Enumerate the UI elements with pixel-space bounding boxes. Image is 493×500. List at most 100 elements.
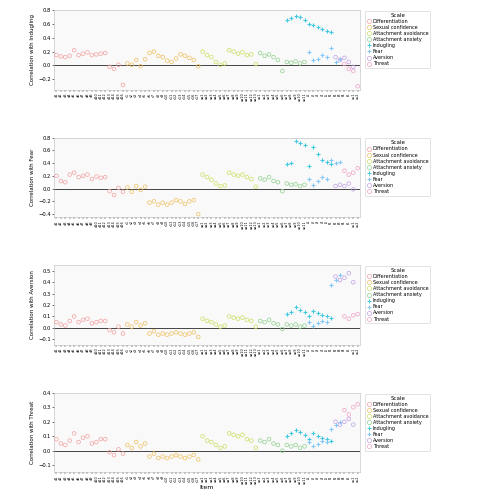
Point [61,178,69,186]
Point [296,60,304,68]
Point [287,308,295,316]
Point [332,418,340,426]
Point [332,182,340,190]
Point [97,174,105,182]
Point [79,316,87,324]
Point [292,426,300,434]
Point [181,52,189,60]
Point [132,438,140,446]
Point [327,280,335,288]
Point [274,441,282,449]
Point [168,198,176,206]
Point [287,322,295,330]
Point [110,191,118,199]
Legend: Differentiation, Sexual confidence, Attachment avoidance, Attachment anxiety, In: Differentiation, Sexual confidence, Atta… [365,394,430,451]
Point [274,178,282,186]
Point [310,322,317,330]
Point [301,58,309,66]
Point [301,181,309,189]
Point [101,49,109,57]
Point [323,27,331,35]
Point [354,82,362,90]
Point [57,52,65,60]
Point [234,314,242,322]
Point [203,51,211,59]
Point [239,48,246,56]
Point [274,56,282,64]
Point [296,428,304,436]
Point [154,330,162,338]
Point [230,170,238,178]
Point [270,320,278,328]
Point [345,170,353,178]
Point [301,322,309,330]
Point [283,320,291,328]
Point [176,50,184,58]
Point [292,320,300,328]
Point [332,276,340,284]
Point [145,198,153,206]
Point [336,276,344,284]
Point [110,65,118,73]
Point [341,182,349,190]
Point [350,168,357,176]
Point [163,454,171,462]
Point [52,51,60,59]
Point [243,316,251,324]
Point [185,330,193,338]
Point [314,440,322,448]
Point [296,182,304,190]
Point [106,326,113,334]
Point [163,330,171,338]
Point [92,438,100,446]
Point [239,170,246,178]
Point [243,435,251,443]
Point [128,444,136,452]
Point [208,176,215,184]
Point [163,56,171,64]
Point [336,56,344,64]
Point [221,182,229,190]
Point [181,330,189,338]
Point [296,306,304,314]
Point [247,50,255,58]
Point [287,442,295,450]
Point [114,184,122,192]
Point [252,60,260,68]
Point [145,452,153,460]
Point [350,186,357,194]
Point [265,435,273,443]
Point [123,184,131,192]
Point [323,312,331,320]
Point [243,173,251,181]
Point [70,430,78,438]
Point [181,200,189,208]
Point [185,452,193,460]
Point [310,22,317,30]
Point [323,53,331,61]
Point [92,318,100,326]
Point [172,451,180,459]
Point [296,13,304,21]
Point [305,435,313,443]
Point [216,444,224,452]
Point [345,58,353,66]
Point [137,322,144,330]
Point [327,28,335,36]
Point [256,174,264,182]
Point [301,431,309,439]
X-axis label: Item: Item [200,486,214,490]
Point [301,16,309,24]
Point [296,138,304,146]
Point [327,160,335,168]
Point [119,81,127,89]
Point [243,51,251,59]
Point [128,188,136,196]
Point [350,420,357,428]
Point [234,50,242,58]
Point [212,441,220,449]
Point [97,50,105,58]
Point [154,52,162,60]
Point [128,61,136,69]
Point [318,51,326,59]
